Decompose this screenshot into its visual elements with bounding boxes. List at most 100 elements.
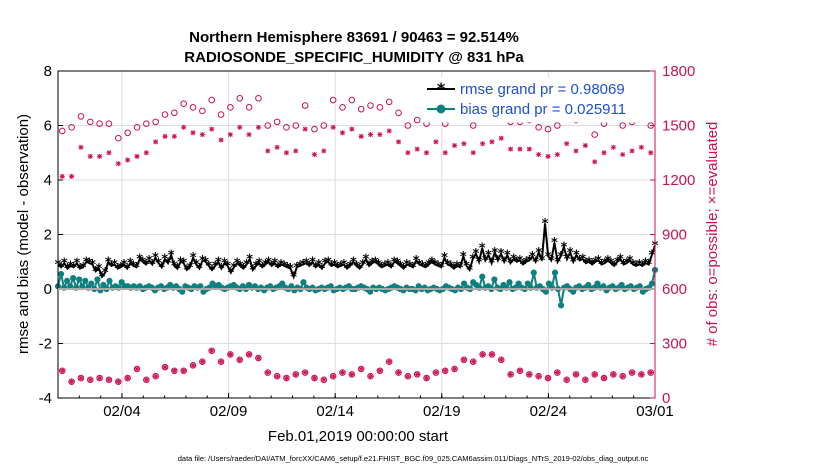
y-tick-label: 6 [44, 118, 52, 135]
y-tick-label: 0 [44, 281, 52, 298]
obs-evaluated-point [87, 377, 93, 383]
rmse-point: * [306, 259, 313, 274]
obs-possible-point [124, 129, 131, 137]
obs-evaluated-point [209, 126, 215, 132]
obs-possible-point [572, 371, 580, 378]
rmse-point: * [626, 254, 633, 269]
obs-evaluated-point [461, 357, 467, 363]
obs-possible-point [133, 365, 141, 373]
rmse-point: * [347, 259, 354, 274]
obs-evaluated-point [162, 134, 168, 139]
obs-evaluated-point [59, 174, 65, 179]
rmse-point: * [133, 261, 140, 276]
y-right-tick-label: 0 [662, 390, 670, 407]
obs-evaluated-point [162, 364, 168, 370]
obs-evaluated-point [611, 144, 616, 150]
obs-possible-point [105, 376, 113, 384]
bias-point [506, 279, 513, 286]
obs-evaluated-point [498, 357, 504, 363]
rmse-point: * [601, 257, 608, 272]
rmse-point: * [58, 261, 65, 276]
obs-possible-point [236, 356, 244, 364]
obs-evaluated-point [648, 150, 654, 156]
obs-possible-point [77, 374, 85, 382]
y-axis-label: rmse and bias (model - observation) [15, 114, 32, 354]
rmse-point: * [595, 254, 602, 269]
obs-possible-point [96, 374, 103, 382]
rmse-point: * [161, 253, 168, 268]
rmse-point: * [400, 262, 407, 277]
obs-evaluated-point [97, 375, 102, 381]
rmse-point: * [231, 261, 238, 276]
obs-evaluated-point [470, 150, 476, 156]
rmse-point: * [385, 258, 392, 273]
rmse-point: * [394, 257, 401, 272]
obs-possible-point [320, 122, 328, 129]
obs-evaluated-point [330, 124, 336, 130]
obs-evaluated-point [424, 375, 429, 381]
rmse-point: * [375, 258, 382, 273]
x-tick-label: 02/09 [210, 403, 248, 420]
obs-evaluated-point [106, 150, 112, 156]
rmse-point: * [422, 261, 429, 276]
rmse-point: * [636, 258, 643, 273]
obs-evaluated-point [433, 139, 439, 145]
rmse-point: * [246, 253, 253, 268]
x-tick-label: 02/04 [103, 403, 141, 420]
rmse-point: * [152, 251, 159, 266]
rmse-point: * [510, 253, 517, 268]
chart-title: Northern Hemisphere 83691 / 90463 = 92.5… [189, 29, 519, 46]
obs-possible-point [507, 371, 514, 378]
obs-possible-point [460, 356, 468, 364]
obs-evaluated-point [368, 132, 373, 137]
legend-bias-label: bias grand pr = 0.025911 [460, 101, 626, 118]
obs-possible-point [339, 369, 346, 376]
rmse-point: * [322, 257, 329, 272]
obs-possible-point [432, 369, 440, 376]
rmse-point: * [432, 258, 439, 273]
obs-evaluated-point [480, 352, 485, 357]
obs-evaluated-point [237, 357, 243, 363]
rmse-point: * [114, 262, 121, 277]
rmse-point: * [73, 257, 80, 272]
obs-possible-point [469, 358, 477, 365]
x-axis-label: Feb.01,2019 00:00:00 start [268, 428, 449, 445]
rmse-point: * [344, 262, 351, 277]
rmse-point: * [407, 259, 414, 274]
obs-possible-point [161, 363, 169, 371]
rmse-point: * [545, 250, 552, 265]
rmse-point: * [143, 258, 150, 273]
rmse-point: * [586, 255, 593, 270]
obs-possible-point [133, 124, 141, 131]
obs-possible-point [348, 96, 356, 104]
bias-point [106, 277, 113, 284]
obs-evaluated-point [526, 372, 532, 377]
obs-evaluated-point [340, 130, 345, 136]
obs-evaluated-point [153, 373, 159, 379]
bias-point [491, 276, 498, 283]
obs-possible-point [311, 125, 318, 133]
obs-possible-point [180, 100, 187, 107]
x-tick-label: 02/14 [316, 403, 354, 420]
rmse-point: * [221, 257, 228, 272]
obs-possible-point [516, 367, 524, 375]
rmse-point: * [224, 259, 231, 274]
obs-evaluated-point [237, 124, 243, 130]
obs-possible-point [619, 372, 627, 380]
rmse-point: * [256, 257, 263, 272]
obs-possible-point [152, 372, 159, 380]
rmse-point: * [520, 258, 527, 273]
rmse-point: * [319, 262, 326, 277]
rmse-point: * [576, 254, 583, 269]
rmse-point: * [466, 263, 473, 278]
rmse-point: * [529, 250, 536, 265]
y-tick-label: -4 [39, 390, 52, 407]
rmse-point: * [416, 258, 423, 273]
rmse-point: * [516, 254, 523, 269]
obs-evaluated-point [639, 372, 644, 377]
obs-evaluated-point [358, 366, 364, 372]
rmse-point: * [158, 261, 165, 276]
rmse-point: * [403, 258, 410, 273]
rmse-point: * [363, 253, 370, 268]
rmse-point: * [64, 262, 71, 277]
